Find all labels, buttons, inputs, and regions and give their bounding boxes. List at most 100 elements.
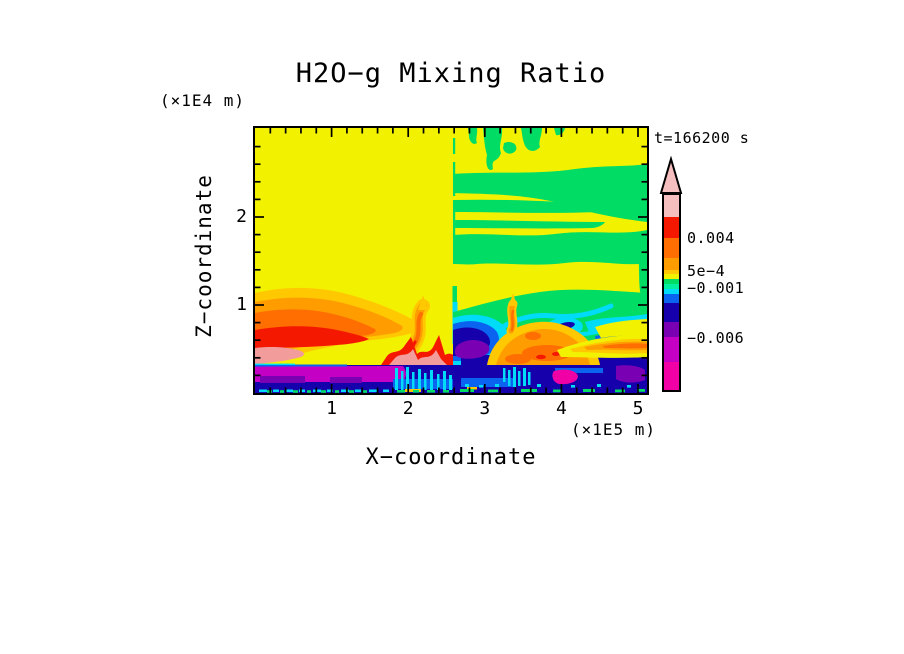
contour-shape: [616, 365, 645, 383]
x-axis-label: X−coordinate: [365, 445, 537, 470]
colorbar: [662, 193, 681, 392]
contour-shape: [555, 368, 603, 373]
contour-shape: [389, 349, 447, 365]
contour-shape: [495, 384, 499, 387]
contour-shape: [299, 389, 305, 393]
contour-shape: [521, 128, 542, 151]
contour-shape: [505, 354, 531, 364]
contour-shape: [637, 389, 645, 392]
colorbar-segment-pink: [664, 195, 679, 217]
contour-shape: [430, 370, 433, 390]
contour-shape: [615, 389, 625, 393]
time-annotation: t=166200 s: [654, 129, 750, 147]
region-bottom-strip-right: [453, 365, 647, 393]
contour-shape: [508, 370, 511, 386]
contour-shape: [509, 293, 517, 306]
arrow-shape: [659, 156, 683, 194]
x-tick-label-4: 4: [555, 398, 567, 419]
contour-shape: [521, 389, 537, 392]
z-tick-label-2: 2: [236, 206, 247, 227]
contour-shape: [255, 364, 347, 367]
colorbar-segment-orange: [664, 237, 679, 258]
contour-shape: [260, 376, 305, 383]
contour-shape: [597, 384, 601, 387]
contour-shape: [355, 389, 361, 393]
contour-shape: [327, 389, 333, 393]
colorbar-segment-amber: [664, 257, 679, 270]
colorbar-overflow-arrow: [659, 156, 683, 194]
colorbar-segment-yellow: [664, 274, 679, 279]
colorbar-segment-purple: [664, 321, 679, 337]
colorbar-segment-red: [664, 216, 679, 238]
contour-shape: [518, 371, 521, 386]
colorbar-label-0: 0.004: [687, 229, 735, 247]
colorbar-segment-navy: [664, 302, 679, 322]
colorbar-segment-violet: [664, 336, 679, 362]
contour-shape: [418, 369, 421, 390]
contour-shape: [412, 372, 415, 390]
contour-shape: [453, 220, 605, 229]
contour-shape: [349, 390, 354, 393]
contour-shape: [455, 339, 490, 359]
contour-shape: [488, 389, 498, 393]
chart-title: H2O−g Mixing Ratio: [295, 58, 607, 89]
contour-shape: [363, 390, 367, 393]
contour-shape: [461, 378, 515, 387]
contour-shape: [321, 390, 326, 393]
contour-shape: [369, 389, 377, 393]
colorbar-segment-magenta: [664, 361, 679, 390]
region-bottom-right: [453, 289, 647, 365]
contour-shape: [528, 372, 531, 385]
contour-shape: [467, 387, 477, 390]
contour-shape: [293, 390, 298, 393]
contour-shape: [393, 379, 461, 389]
colorbar-segment-blue: [664, 294, 679, 303]
contour-shape: [479, 385, 483, 388]
contour-shape: [255, 326, 369, 348]
contour-shape: [453, 230, 647, 265]
contour-shape: [259, 389, 267, 393]
colorbar-segment-cyan: [664, 288, 679, 295]
z-axis-unit: (×1E4 m): [160, 91, 246, 110]
contour-shape: [513, 367, 516, 387]
contour-shape: [552, 369, 578, 385]
colorbar-label-3: −0.006: [687, 329, 745, 347]
contour-shape: [273, 389, 279, 393]
region-bottom-band-left: [255, 363, 461, 393]
contour-shape: [307, 390, 311, 393]
contour-shape: [638, 256, 647, 302]
contour-shape: [465, 384, 469, 387]
contour-shape: [510, 309, 515, 332]
colorbar-segment-gold: [664, 269, 679, 275]
contour-shape: [330, 377, 362, 383]
contour-shape: [452, 286, 457, 306]
contour-shape: [395, 368, 398, 390]
x-tick-label-3: 3: [479, 398, 491, 419]
contour-shape: [397, 390, 405, 393]
contour-field: [255, 128, 647, 393]
contour-shape: [449, 375, 452, 390]
z-tick-label-1: 1: [236, 294, 247, 315]
contour-shape: [552, 352, 560, 356]
contour-shape: [483, 128, 503, 170]
contour-shape: [503, 368, 506, 382]
contour-shape: [537, 384, 541, 387]
contour-shape: [453, 199, 603, 213]
region-right-green-bands: [453, 128, 647, 302]
contour-shape: [503, 141, 517, 154]
contour-shape: [443, 390, 449, 393]
contour-shape: [536, 354, 546, 360]
contour-shape: [255, 347, 304, 364]
axis-ticks: [255, 128, 647, 393]
contour-shape: [255, 363, 295, 365]
contour-shape: [285, 389, 293, 393]
contour-shape: [522, 345, 572, 361]
plot-area: [253, 126, 649, 395]
contour-shape: [418, 295, 428, 310]
contour-shape: [453, 138, 456, 154]
contour-shape: [553, 389, 562, 393]
x-tick-label-5: 5: [632, 398, 644, 419]
colorbar-label-2: −0.001: [687, 279, 745, 297]
contour-shape: [401, 371, 404, 390]
